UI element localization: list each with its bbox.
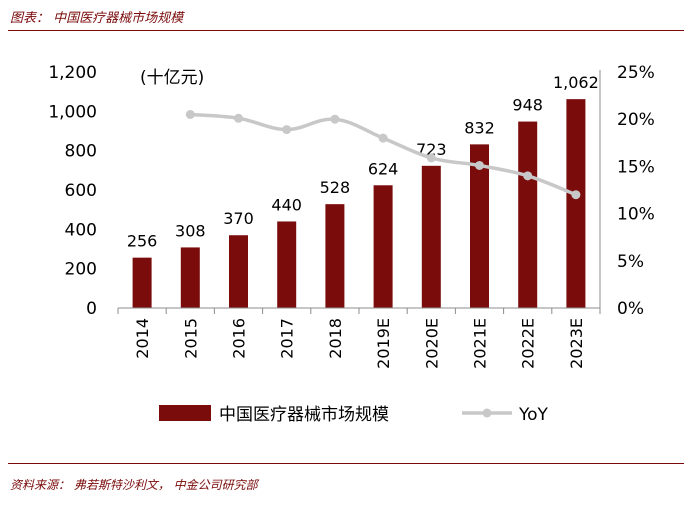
unit-label: (十亿元) [140, 68, 204, 88]
yoy-point [475, 160, 484, 170]
top-divider [8, 30, 684, 31]
yoy-point [426, 153, 436, 163]
x-tick-label: 2023E [567, 318, 586, 369]
yoy-point [185, 109, 195, 119]
yoy-point [282, 125, 292, 135]
bar [132, 257, 152, 308]
bar-value-label: 528 [320, 178, 351, 197]
yoy-point [378, 133, 388, 143]
bar-value-label: 370 [223, 209, 254, 228]
yoy-point [330, 114, 340, 124]
y-right-tick-label: 10% [617, 205, 655, 225]
y-right-tick-label: 20% [617, 110, 655, 130]
y-right-tick-label: 5% [617, 252, 644, 272]
x-tick-label: 2016 [230, 318, 249, 359]
legend-bar-swatch [159, 405, 211, 421]
x-tick-label: 2021E [471, 318, 490, 369]
x-tick-label: 2019E [374, 318, 393, 369]
y-left-tick-label: 1,200 [48, 63, 97, 83]
x-tick-label: 2017 [278, 318, 297, 359]
x-tick-label: 2018 [326, 318, 345, 359]
bar [518, 121, 538, 308]
bar [229, 235, 248, 308]
bar-value-label: 440 [271, 195, 302, 214]
bottom-divider [8, 463, 684, 464]
legend-bar-label: 中国医疗器械市场规模 [219, 405, 389, 425]
y-left-tick-label: 200 [65, 260, 97, 280]
bar [180, 247, 200, 308]
y-left-tick-label: 0 [86, 299, 97, 319]
bar-value-label: 256 [127, 232, 158, 251]
chart: 0 200 400 600 800 1,000 1,200 0% 5% 10% 15% 20% 25% (… [48, 63, 655, 425]
bar [373, 185, 393, 308]
y-left-tick-label: 600 [65, 181, 97, 201]
x-tick-label: 2022E [519, 318, 538, 369]
y-left-tick-label: 800 [65, 142, 97, 162]
yoy-point [571, 190, 581, 200]
source-note: 资料来源： 弗若斯特沙利文， 中金公司研究部 [10, 478, 258, 492]
bar [470, 144, 489, 308]
bar [325, 204, 345, 308]
y-left-tick-label: 400 [65, 220, 97, 240]
y-right-tick-label: 25% [617, 63, 655, 83]
bar-value-label: 948 [512, 96, 543, 115]
legend-line-marker [482, 408, 492, 418]
figure-title: 图表： 中国医疗器械市场规模 [10, 11, 184, 26]
x-tick-label: 2015 [181, 318, 200, 359]
legend-line-label: YoY [518, 405, 549, 425]
bar-value-label: 832 [464, 118, 495, 137]
bar-value-label: 308 [175, 221, 206, 240]
y-right-tick-label: 15% [617, 157, 655, 177]
yoy-point [523, 171, 533, 181]
bar [277, 221, 297, 308]
bar [421, 165, 441, 308]
bar-value-label: 624 [368, 159, 399, 178]
bar [566, 99, 586, 308]
y-left-tick-label: 1,000 [48, 102, 97, 122]
yoy-point [234, 113, 243, 123]
bar-value-label: 1,062 [553, 73, 599, 92]
y-right-tick-label: 0% [617, 299, 644, 319]
x-tick-label: 2014 [133, 318, 152, 359]
yoy-line [190, 112, 577, 197]
x-tick-label: 2020E [422, 318, 441, 369]
